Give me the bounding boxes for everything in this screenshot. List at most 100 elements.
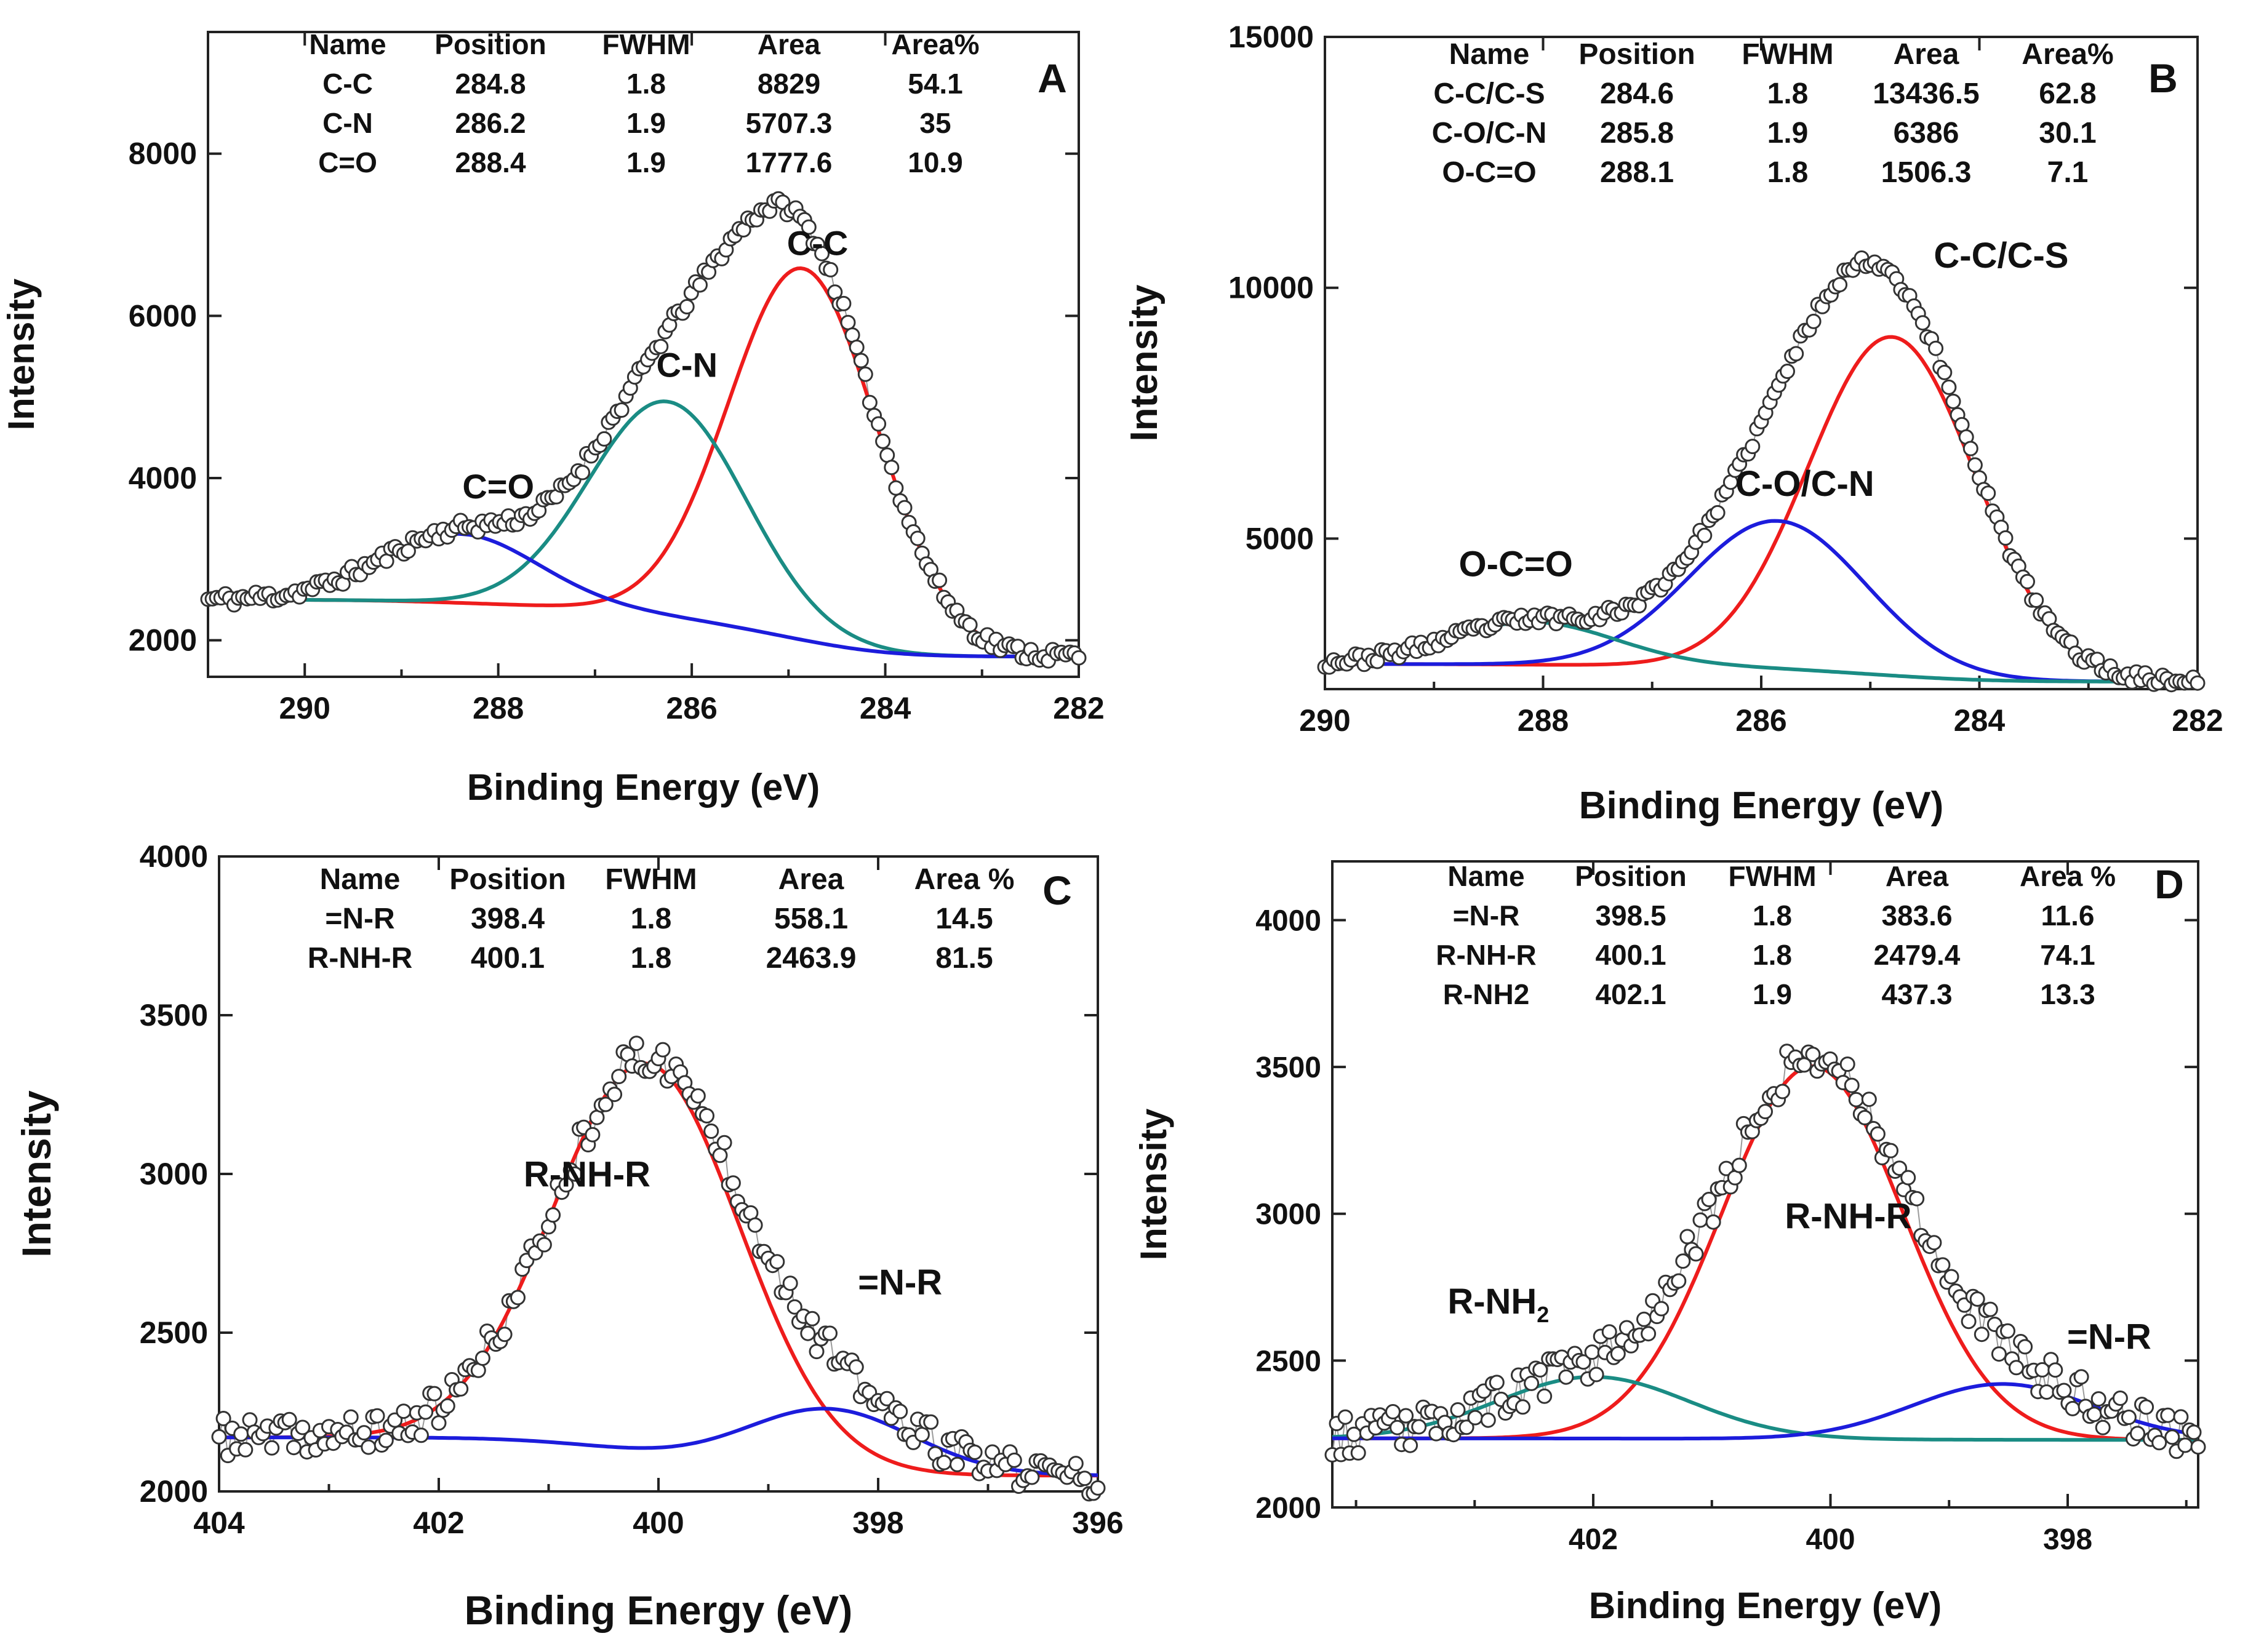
data-point bbox=[1402, 1437, 1418, 1453]
y-tick-label: 15000 bbox=[1228, 20, 1314, 54]
data-point bbox=[923, 1414, 939, 1430]
table-cell: 81.5 bbox=[935, 942, 993, 975]
data-point bbox=[2056, 1383, 2072, 1399]
table-header: Area% bbox=[891, 28, 979, 60]
data-point bbox=[1390, 1419, 1405, 1435]
data-point bbox=[679, 299, 695, 314]
table-cell: 8829 bbox=[758, 68, 820, 100]
data-point bbox=[536, 1237, 552, 1253]
y-tick-label: 5000 bbox=[1246, 521, 1314, 556]
data-point bbox=[2095, 1419, 2111, 1435]
table-header: Area bbox=[1886, 860, 1949, 892]
table-header: Area bbox=[758, 28, 821, 60]
y-tick-label: 6000 bbox=[129, 298, 197, 333]
peak-label: R-NH2 bbox=[1447, 1282, 1549, 1327]
panel-a: 290 288 286 284 282 2000 4000 6000 8000 Binding E… bbox=[1, 28, 1105, 808]
table-cell: 2463.9 bbox=[766, 942, 857, 975]
data-point bbox=[1489, 1375, 1505, 1391]
x-tick-label: 400 bbox=[633, 1506, 684, 1540]
x-tick-label: 284 bbox=[1954, 703, 2006, 738]
table-header: Name bbox=[320, 863, 401, 896]
data-point bbox=[1458, 1419, 1474, 1435]
table-cell: 1506.3 bbox=[1881, 156, 1972, 189]
data-point bbox=[1006, 1452, 1022, 1468]
data-point bbox=[962, 617, 978, 632]
table-header: Area % bbox=[2020, 860, 2116, 892]
x-tick-label: 288 bbox=[1518, 703, 1569, 738]
fit-curve-r-nh2 bbox=[1332, 1375, 2198, 1442]
data-point bbox=[884, 460, 900, 476]
data-point bbox=[950, 1456, 965, 1472]
data-point bbox=[400, 543, 416, 559]
y-tick-label: 2000 bbox=[1255, 1492, 1321, 1525]
data-point bbox=[1467, 1410, 1483, 1426]
data-point bbox=[769, 1254, 785, 1270]
table-cell: 437.3 bbox=[1881, 978, 1952, 1010]
data-point bbox=[875, 433, 891, 449]
data-point bbox=[2121, 1410, 2137, 1425]
data-point bbox=[1532, 1362, 1548, 1378]
data-point bbox=[1636, 1311, 1652, 1327]
table-header: Position bbox=[449, 863, 566, 896]
data-point bbox=[453, 1381, 469, 1397]
y-axis-label: Intensity bbox=[1, 278, 42, 430]
data-point bbox=[1671, 1273, 1687, 1289]
data-point bbox=[1775, 1083, 1791, 1099]
data-point bbox=[1385, 1404, 1401, 1419]
data-point bbox=[703, 1123, 719, 1139]
data-point bbox=[848, 1359, 864, 1375]
data-point bbox=[431, 1415, 447, 1431]
data-point bbox=[2020, 573, 2035, 589]
data-point bbox=[822, 1325, 838, 1341]
table-cell: 10.9 bbox=[908, 146, 963, 178]
table-cell: 400.1 bbox=[1595, 939, 1666, 971]
data-point bbox=[690, 1088, 706, 1104]
data-point bbox=[782, 1275, 798, 1291]
data-point bbox=[2177, 1437, 2193, 1453]
data-point bbox=[2086, 1407, 2102, 1423]
data-point bbox=[1900, 1170, 1916, 1186]
data-point bbox=[1839, 1056, 1855, 1072]
data-point bbox=[614, 402, 630, 418]
data-point bbox=[598, 1096, 614, 1112]
table-cell: 1.8 bbox=[626, 68, 666, 100]
fit-table: Name Position FWHM Area Area% C-C 284.8 1.8 8829… bbox=[309, 28, 979, 178]
data-point bbox=[1991, 1346, 2007, 1362]
data-point bbox=[1588, 1367, 1604, 1383]
table-cell: 285.8 bbox=[1600, 117, 1674, 150]
data-point bbox=[1584, 1344, 1600, 1360]
data-point bbox=[1524, 1375, 1540, 1391]
table-cell: 400.1 bbox=[471, 942, 545, 975]
data-point bbox=[497, 1327, 513, 1343]
data-point bbox=[712, 1147, 728, 1163]
data-point bbox=[1848, 1091, 1864, 1107]
x-tick-label: 290 bbox=[279, 691, 330, 725]
peak-label: =N-R bbox=[2067, 1317, 2151, 1357]
x-tick-label: 290 bbox=[1299, 703, 1350, 738]
data-point bbox=[747, 1217, 763, 1233]
y-axis-label: Intensity bbox=[1123, 284, 1166, 441]
data-point bbox=[628, 1035, 644, 1051]
data-point bbox=[786, 1299, 802, 1315]
table-cell: 13.3 bbox=[2040, 978, 2095, 1010]
data-point bbox=[910, 530, 926, 546]
data-point bbox=[1411, 1419, 1427, 1435]
y-tick-label: 3000 bbox=[140, 1157, 208, 1191]
table-cell: 286.2 bbox=[455, 107, 526, 139]
table-cell: 1.8 bbox=[1753, 939, 1792, 971]
table-cell: =N-R bbox=[1453, 900, 1520, 932]
data-point bbox=[892, 1403, 908, 1419]
data-point bbox=[1480, 1412, 1496, 1428]
data-point bbox=[1844, 1077, 1860, 1093]
table-header: FWHM bbox=[602, 28, 690, 60]
table-cell: 1.9 bbox=[1767, 117, 1809, 150]
table-cell: 54.1 bbox=[908, 68, 963, 100]
table-cell: O-C=O bbox=[1442, 156, 1536, 189]
table-cell: 398.4 bbox=[471, 903, 545, 935]
data-point bbox=[343, 1409, 359, 1425]
table-cell: 1.8 bbox=[631, 903, 672, 935]
panel-b: 290 288 286 284 282 5000 10000 15000 Binding Ene… bbox=[1123, 20, 2223, 827]
data-point bbox=[804, 1311, 820, 1327]
table-cell: 1777.6 bbox=[746, 146, 833, 178]
x-tick-label: 398 bbox=[852, 1506, 903, 1540]
